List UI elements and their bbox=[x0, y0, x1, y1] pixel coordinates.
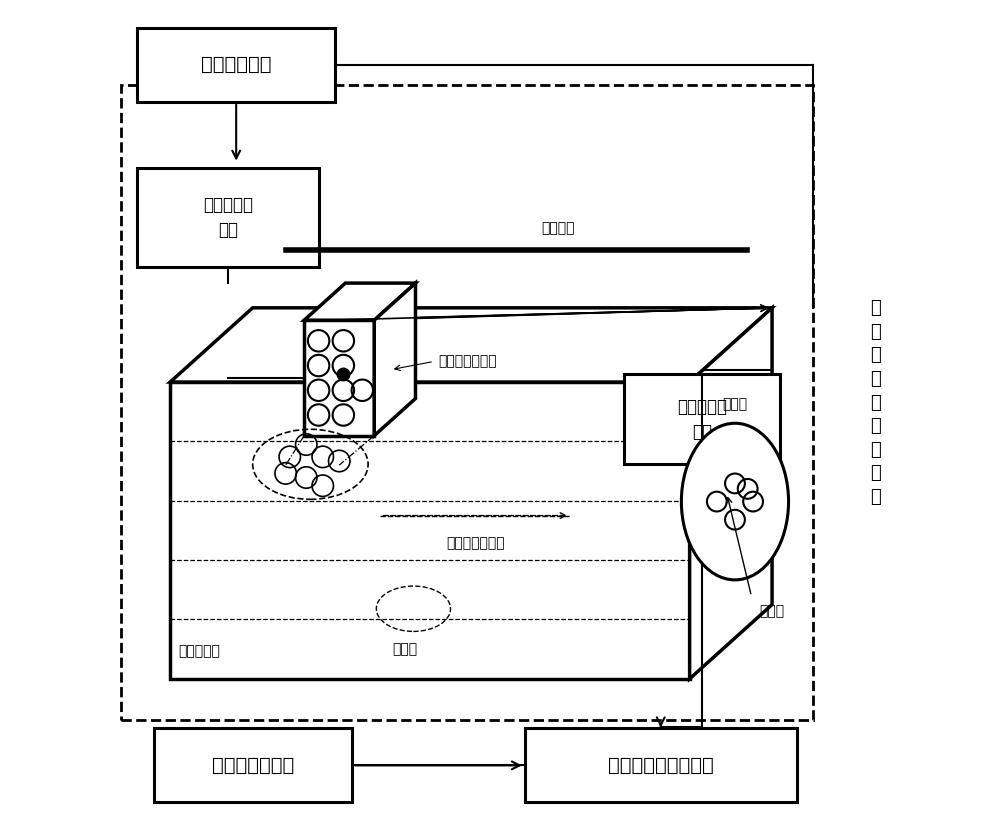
Bar bbox=[525, 728, 797, 803]
Polygon shape bbox=[374, 283, 415, 436]
Text: 缺陷点: 缺陷点 bbox=[393, 642, 418, 656]
Text: 信
号
发
射
与
接
收
模
块: 信 号 发 射 与 接 收 模 块 bbox=[870, 300, 880, 506]
Text: 发射换能器
基元: 发射换能器 基元 bbox=[203, 196, 253, 239]
Text: 正方形扫描单元: 正方形扫描单元 bbox=[438, 354, 497, 369]
Text: 波纹管: 波纹管 bbox=[722, 397, 748, 411]
Text: 信号激励模块: 信号激励模块 bbox=[201, 55, 271, 74]
Polygon shape bbox=[304, 320, 374, 436]
Bar bbox=[624, 374, 780, 465]
Text: 换能器移动方向: 换能器移动方向 bbox=[446, 536, 505, 550]
Text: 混凝土结构: 混凝土结构 bbox=[178, 644, 220, 658]
Bar bbox=[137, 168, 319, 266]
Text: 信号采集与处理模块: 信号采集与处理模块 bbox=[608, 756, 714, 775]
Polygon shape bbox=[690, 308, 772, 679]
Polygon shape bbox=[170, 308, 772, 382]
Ellipse shape bbox=[681, 423, 789, 580]
Bar bbox=[154, 728, 352, 803]
Polygon shape bbox=[304, 283, 415, 320]
Text: 丝杆滑台: 丝杆滑台 bbox=[541, 222, 574, 235]
Text: 接收换能器
阵列: 接收换能器 阵列 bbox=[677, 398, 727, 441]
Bar bbox=[137, 27, 335, 102]
Text: 判定与显示模块: 判定与显示模块 bbox=[212, 756, 294, 775]
Text: 钢绞线: 钢绞线 bbox=[760, 604, 785, 618]
Bar bbox=[121, 85, 813, 720]
